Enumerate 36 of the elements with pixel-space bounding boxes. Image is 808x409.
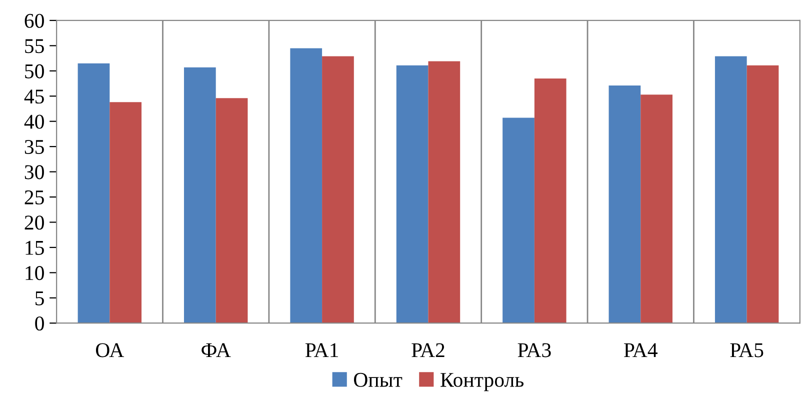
y-tick-label: 50 [25, 64, 44, 78]
bar [78, 63, 110, 324]
bar [184, 67, 216, 324]
y-tick-label: 30 [24, 165, 44, 180]
bar [290, 48, 322, 324]
bar [322, 56, 354, 324]
legend-label: Опыт [354, 372, 402, 387]
y-tick-label: 10 [26, 266, 44, 280]
legend-label: Контроль [440, 373, 524, 392]
y-tick-label: 60 [24, 14, 44, 28]
bar [608, 86, 641, 324]
y-tick-label: 40 [24, 114, 44, 129]
x-tick-label: ФА [202, 343, 231, 358]
y-tick-label: 20 [24, 216, 44, 230]
bar [396, 65, 428, 324]
y-tick-label: 5 [36, 291, 44, 306]
bar [640, 94, 672, 324]
x-tick-label: РА2 [412, 343, 444, 358]
y-tick-label: 15 [26, 240, 44, 255]
x-tick-label: РА3 [518, 343, 551, 358]
y-tick-label: 25 [24, 190, 44, 204]
y-tick-label: 0 [35, 316, 44, 331]
bar [746, 65, 779, 324]
x-tick-label: РА1 [305, 343, 338, 358]
x-tick-label: РА5 [730, 343, 764, 358]
bar [216, 98, 248, 324]
y-tick-label: 45 [24, 90, 44, 104]
y-tick-label: 35 [24, 140, 44, 154]
bar [714, 56, 747, 324]
bar [428, 61, 460, 324]
x-tick-label: ОА [96, 343, 124, 358]
x-tick-label: РА4 [624, 343, 658, 358]
y-tick-label: 55 [25, 39, 44, 54]
bar [110, 102, 142, 324]
bar [534, 78, 566, 324]
bar [502, 118, 534, 324]
